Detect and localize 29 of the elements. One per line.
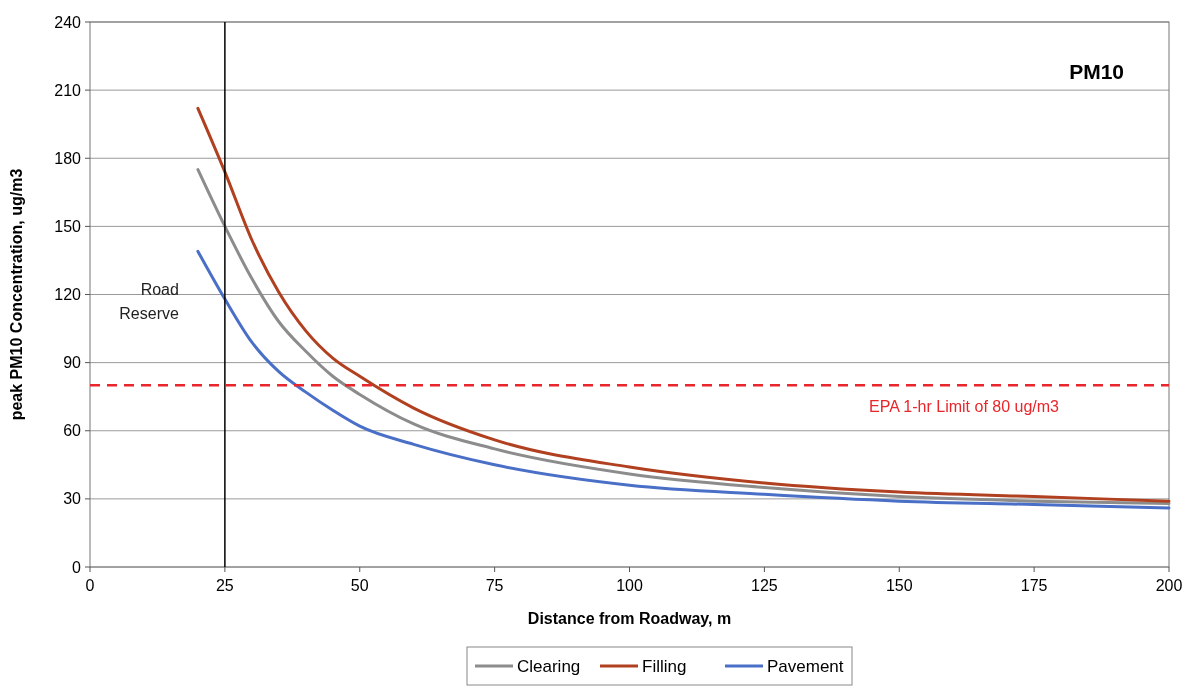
ref-line-label: Road Reserve [119,280,179,322]
line-series [196,106,1171,503]
x-tick-label: 125 [751,577,778,594]
line-series [196,168,1171,505]
x-tick-label: 75 [485,577,504,594]
y-axis-title: peak PM10 Concentration, ug/m3 [8,168,25,421]
x-tick-label: 50 [350,577,369,594]
y-tick-label: 120 [54,286,82,304]
line-series [196,249,1171,510]
y-tick-label: 180 [54,149,82,167]
y-tick-label: 90 [63,354,82,372]
x-tick-label: 100 [616,577,643,594]
x-tick-label: 150 [885,577,913,594]
y-tick-label: 0 [72,558,82,576]
y-tick-label: 240 [54,13,82,31]
text: PM10 [1069,60,1124,83]
y-tick-label: 210 [54,81,82,99]
ref-line-label: EPA 1-hr Limit of 80 ug/m3 [868,398,1060,416]
legend-label: Pavement [767,656,844,676]
x-tick-label: 0 [85,577,95,594]
x-axis-title: Distance from Roadway, m [527,610,732,627]
y-tick-label: 150 [54,217,82,235]
legend-label: Filling [642,656,687,676]
x-tick-label: 200 [1155,577,1183,594]
y-tick-label: 30 [63,490,82,508]
x-tick-label: 25 [215,577,234,594]
y-tick-label: 60 [63,422,82,440]
legend-label: Clearing [517,656,581,676]
x-tick-label: 175 [1020,577,1048,594]
